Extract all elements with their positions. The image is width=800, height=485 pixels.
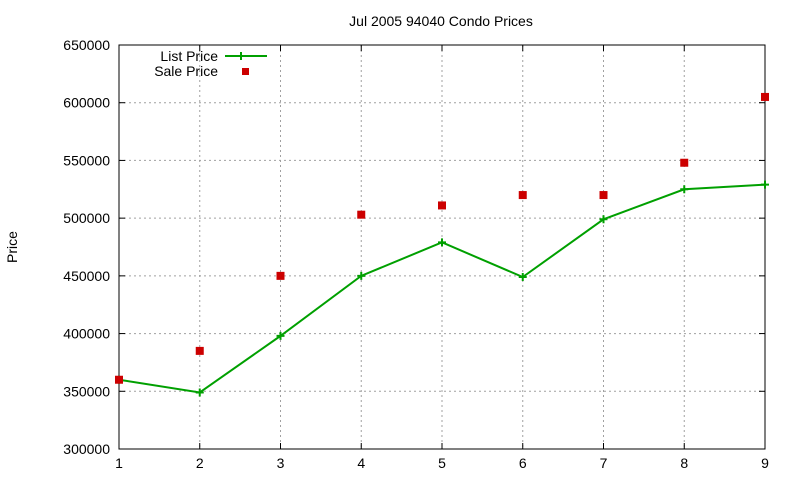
legend-label-sale-price: Sale Price (154, 63, 218, 79)
y-tick-label: 550000 (63, 152, 110, 168)
chart-title: Jul 2005 94040 Condo Prices (349, 13, 533, 29)
list-price-point (276, 331, 285, 340)
sale-price-point (761, 92, 769, 101)
sale-price-point (115, 375, 123, 384)
sale-price-point (438, 201, 446, 210)
list-price-point (195, 388, 204, 397)
list-price-point (599, 215, 608, 224)
grid (119, 45, 765, 449)
sale-price-point (680, 158, 689, 167)
x-tick-label: 3 (277, 455, 285, 471)
legend-marker-sale-price (242, 68, 249, 75)
x-tick-label: 2 (196, 455, 204, 471)
x-tick-label: 1 (115, 455, 123, 471)
list-price-point (438, 238, 446, 247)
sale-price-point (195, 346, 204, 355)
x-tick-label: 7 (600, 455, 608, 471)
y-axis-label: Price (4, 231, 20, 263)
sale-price-point (599, 191, 608, 200)
x-tick-label: 8 (680, 455, 688, 471)
y-tick-label: 400000 (63, 326, 110, 342)
legend-marker-list-price (237, 52, 245, 60)
legend-label-list-price: List Price (160, 48, 218, 64)
y-tick-label: 300000 (63, 441, 110, 457)
x-tick-label: 9 (761, 455, 769, 471)
y-tick-label: 350000 (63, 383, 110, 399)
sale-price-point (276, 271, 285, 280)
sale-price-point (518, 191, 527, 200)
x-tick-label: 4 (357, 455, 365, 471)
x-tick-label: 6 (519, 455, 527, 471)
y-tick-label: 450000 (63, 268, 110, 284)
y-tick-label: 650000 (63, 37, 110, 53)
sale-price-point (357, 210, 366, 219)
list-price-point (357, 271, 366, 280)
x-tick-label: 5 (438, 455, 446, 471)
list-price-point (680, 185, 689, 194)
ticks: 1 2 3 4 5 6 7 8 9 300000 350000 400000 450000 500000 5… (63, 37, 769, 471)
list-price-point (761, 180, 769, 189)
legend: List Price Sale Price (154, 48, 267, 79)
list-price-point (518, 273, 527, 282)
plot-border (118, 44, 766, 450)
series (115, 92, 769, 397)
y-tick-label: 500000 (63, 210, 110, 226)
y-tick-label: 600000 (63, 95, 110, 111)
